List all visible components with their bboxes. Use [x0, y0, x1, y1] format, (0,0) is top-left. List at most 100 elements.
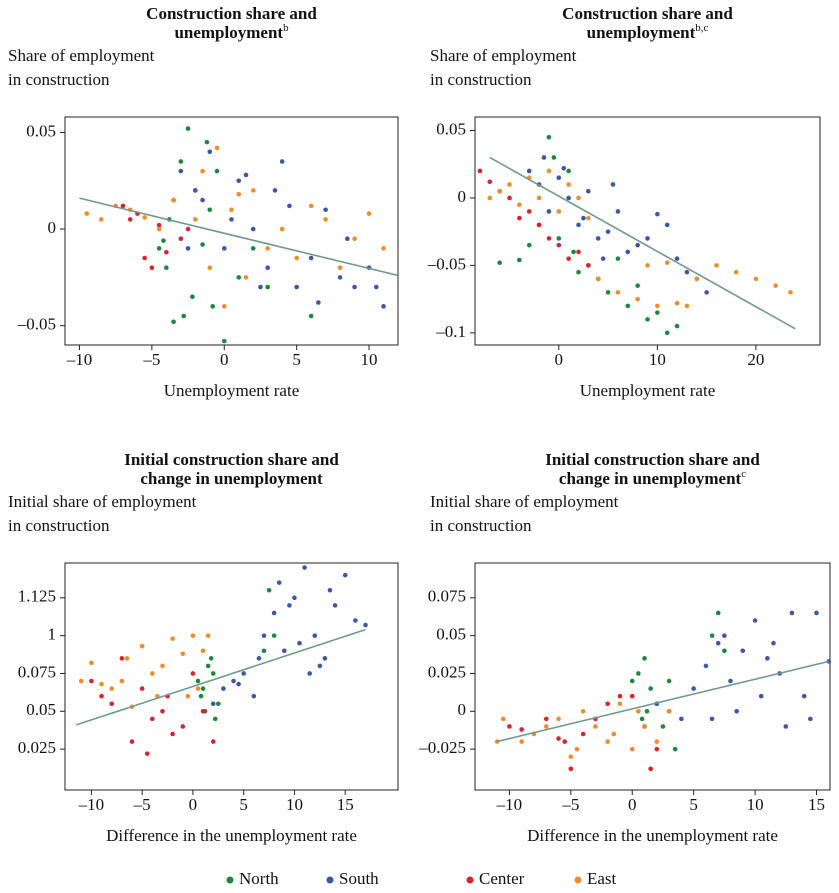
point — [120, 203, 126, 209]
point — [487, 195, 493, 201]
y-tick-label: 0.05 — [26, 121, 56, 140]
point — [526, 209, 532, 214]
point — [139, 686, 145, 691]
chart-title: Initial construction share and — [124, 450, 339, 469]
point — [352, 284, 357, 290]
point — [271, 633, 277, 638]
point — [78, 678, 84, 684]
x-tick-label: 15 — [808, 795, 825, 814]
point — [266, 587, 272, 593]
point — [581, 215, 586, 221]
point — [546, 209, 552, 214]
point — [691, 686, 696, 691]
point — [142, 215, 147, 220]
point — [507, 182, 512, 187]
point — [740, 648, 746, 654]
point — [193, 188, 198, 193]
point — [307, 671, 312, 676]
x-tick-label: 10 — [747, 795, 764, 814]
point — [497, 260, 502, 266]
point — [674, 323, 680, 329]
point — [243, 172, 249, 178]
point — [580, 709, 586, 714]
x-tick-label: 0 — [628, 795, 637, 814]
y-axis-label: Initial share of employment — [430, 492, 619, 511]
point — [236, 178, 242, 184]
point — [208, 656, 214, 661]
point — [600, 256, 606, 261]
x-tick-label: –10 — [496, 795, 523, 814]
point — [200, 686, 206, 691]
point — [271, 610, 277, 616]
point — [562, 739, 567, 744]
point — [556, 242, 562, 248]
x-axis-label: Difference in the unemployment rate — [106, 826, 357, 845]
trend-line — [496, 660, 829, 743]
point — [312, 633, 318, 638]
point — [566, 256, 571, 261]
point — [507, 195, 512, 201]
point — [635, 296, 640, 302]
point — [536, 222, 542, 228]
point — [89, 678, 94, 684]
point — [150, 716, 155, 722]
point — [715, 640, 721, 646]
point — [129, 739, 135, 744]
x-tick-label: 0 — [220, 350, 229, 369]
point — [250, 226, 256, 232]
point — [276, 580, 282, 585]
point — [526, 242, 532, 248]
point — [788, 290, 793, 295]
point — [722, 648, 727, 654]
y-axis-label: in construction — [8, 70, 110, 89]
point — [808, 716, 813, 722]
point — [801, 693, 807, 699]
point — [156, 246, 162, 251]
point — [709, 716, 715, 722]
point — [308, 203, 314, 209]
point — [789, 610, 795, 616]
point — [251, 693, 257, 699]
plot-frame — [64, 116, 399, 346]
point — [373, 284, 379, 290]
point — [345, 236, 350, 242]
trend-line — [75, 628, 366, 726]
point — [316, 300, 321, 305]
point — [765, 656, 770, 661]
point — [190, 294, 195, 299]
point — [200, 168, 205, 174]
point — [666, 709, 672, 714]
point — [205, 633, 211, 638]
y-tick-label: 1.125 — [18, 587, 56, 606]
point — [541, 155, 547, 160]
title-note: b,c — [695, 22, 708, 34]
point — [198, 693, 204, 699]
point — [580, 731, 586, 737]
point — [536, 195, 542, 201]
x-tick-label: –5 — [133, 795, 151, 814]
point — [200, 242, 205, 247]
point — [595, 276, 601, 282]
x-tick-label: 5 — [239, 795, 248, 814]
point — [308, 255, 314, 261]
point — [210, 701, 216, 707]
point — [684, 303, 690, 309]
point — [611, 731, 617, 737]
y-tick-label: 0.025 — [18, 738, 56, 757]
point — [381, 304, 386, 309]
point — [655, 211, 660, 217]
point — [171, 197, 176, 203]
x-tick-label: 0 — [189, 795, 198, 814]
point — [161, 238, 166, 243]
point — [302, 565, 307, 570]
x-tick-label: 10 — [649, 350, 666, 369]
point — [636, 671, 641, 676]
legend: North South Center East — [226, 869, 617, 888]
point — [635, 283, 640, 288]
point — [317, 663, 323, 669]
point — [210, 304, 215, 309]
point — [645, 317, 650, 322]
point — [164, 249, 169, 255]
x-tick-label: –5 — [142, 350, 160, 369]
point — [250, 188, 256, 193]
